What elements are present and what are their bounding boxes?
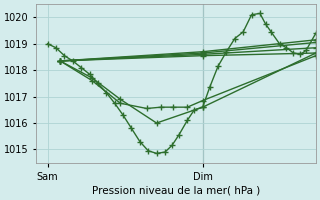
- X-axis label: Pression niveau de la mer( hPa ): Pression niveau de la mer( hPa ): [92, 186, 260, 196]
